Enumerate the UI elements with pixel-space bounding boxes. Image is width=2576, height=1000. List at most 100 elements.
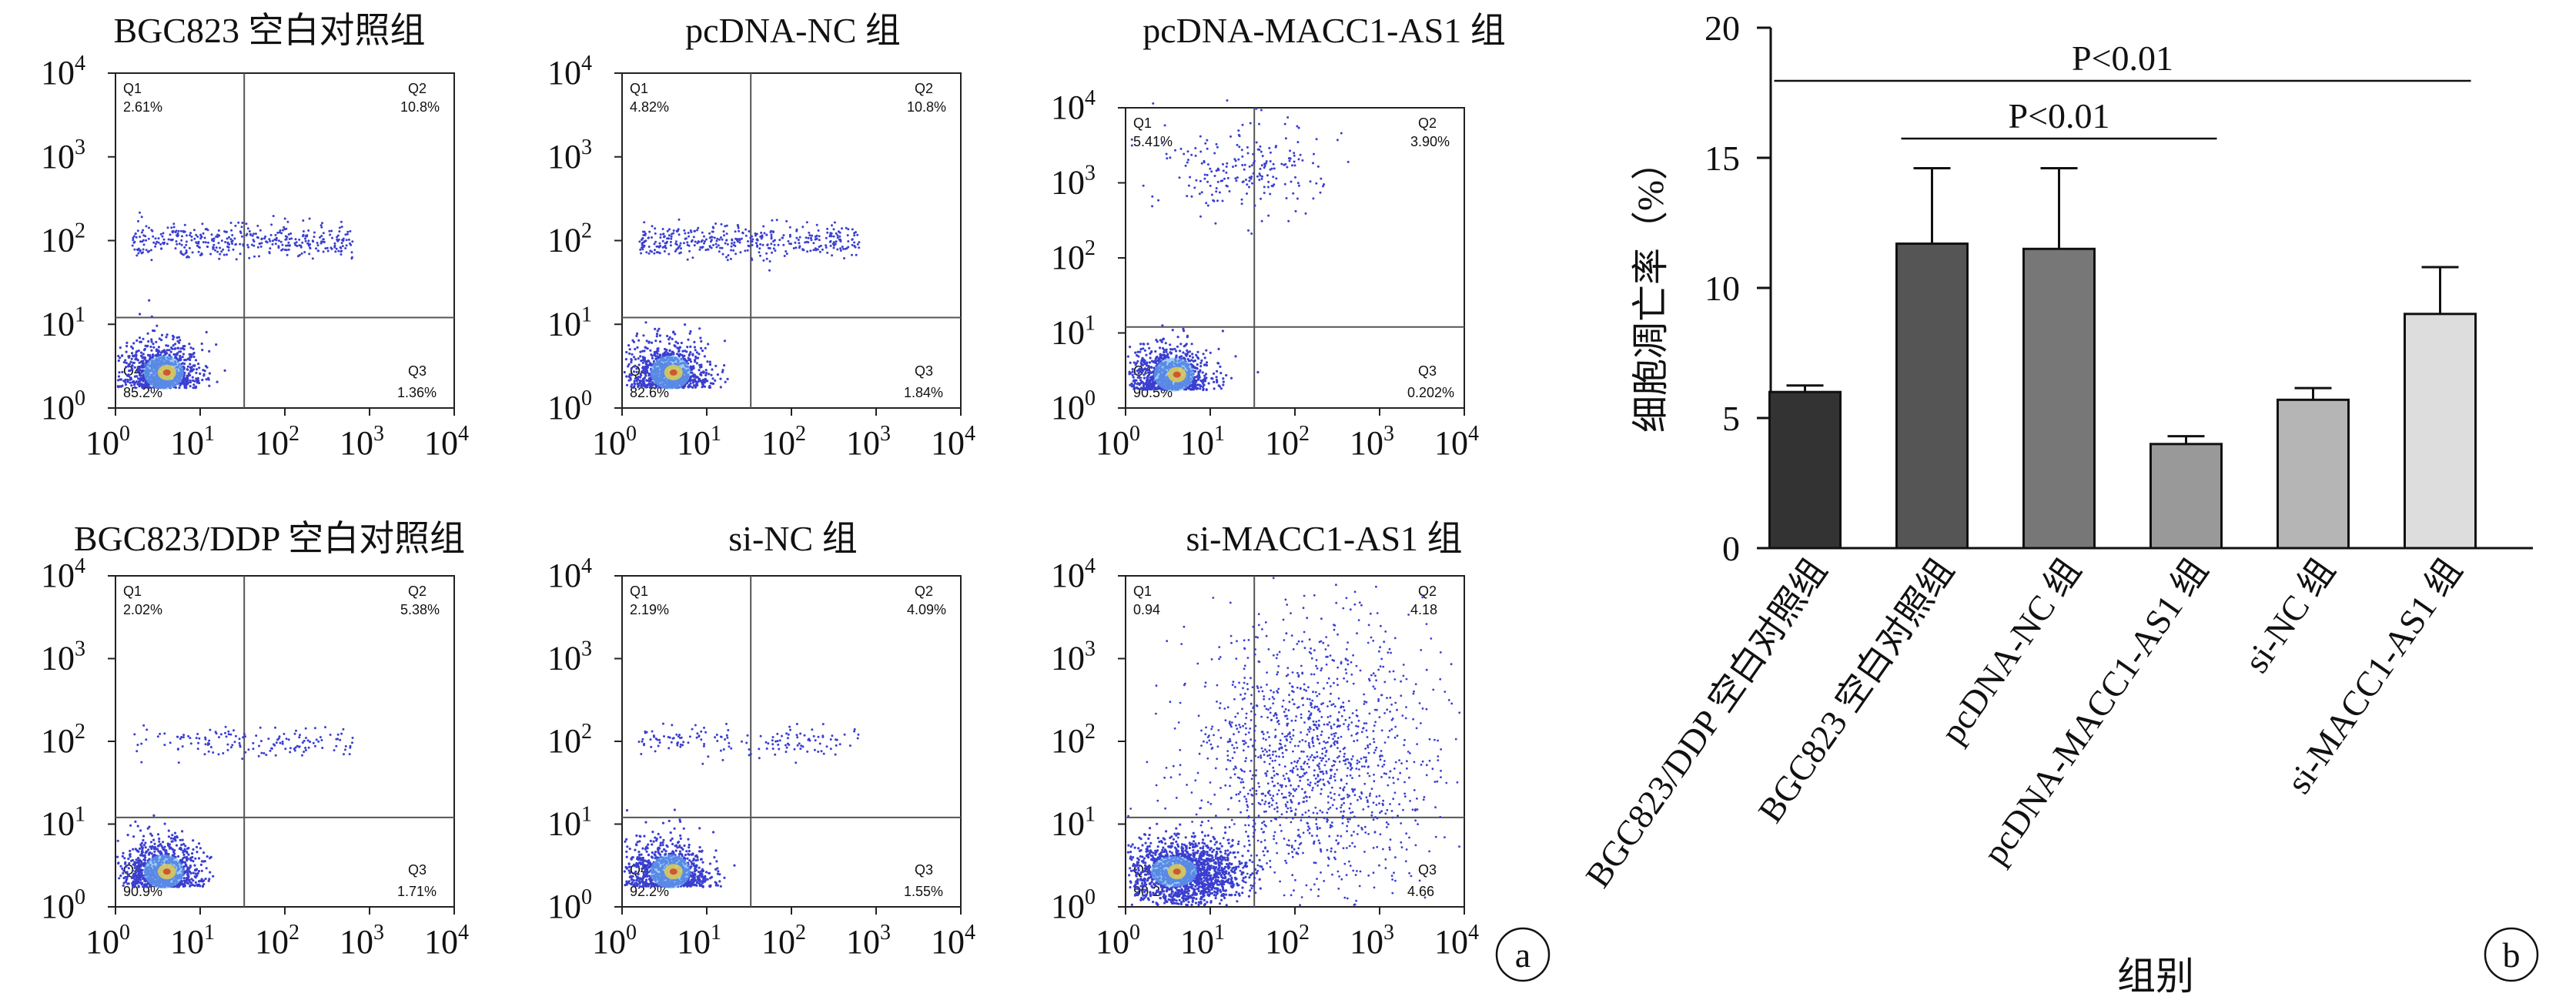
event-dot [809,236,812,239]
event-dot [1203,356,1206,360]
event-dot [712,243,715,246]
event-dot [1156,355,1159,359]
event-dot [129,360,132,363]
event-dot [135,254,139,257]
event-dot [782,234,785,237]
event-dot [243,733,246,735]
event-dot [671,232,673,236]
event-dot [195,737,198,740]
event-dot [331,236,333,239]
y-tick-label: 102 [547,219,592,259]
event-dot [1292,192,1295,195]
event-dot [189,871,192,875]
event-dot [647,252,651,255]
event-dot [711,230,714,233]
event-dot [120,354,124,357]
y-tick-label: 104 [1051,86,1096,126]
event-dot [201,349,204,352]
event-dot [1200,191,1203,194]
event-dot [139,868,142,871]
plot-frame [1125,107,1465,409]
event-dot [1236,143,1239,146]
event-dot [708,360,712,363]
event-dot [186,847,189,850]
event-dot [628,848,631,851]
event-dot [657,245,660,248]
event-dot [125,871,128,875]
event-dot [177,336,181,339]
event-dot [689,329,692,333]
event-dot [656,329,659,333]
event-dot [713,236,716,239]
event-dot [1240,149,1243,152]
event-dot [826,251,829,254]
event-dot [153,842,156,845]
x-tick-label: 103 [1350,422,1394,462]
event-dot [342,237,345,240]
event-dot [206,855,209,858]
event-dot [1193,383,1196,386]
event-dot [1218,191,1221,194]
event-dot [651,236,653,239]
event-dot [741,232,744,235]
event-dot [182,379,185,382]
event-dot [188,246,191,249]
y-tick-label: 103 [41,637,85,677]
event-dot [692,366,695,370]
event-dot [289,751,292,754]
event-dot [1246,183,1249,186]
event-dot [126,373,130,376]
y-tick-label: 101 [1051,312,1096,352]
event-dot [1206,204,1209,207]
event-dot [150,349,153,352]
event-dot [1159,353,1162,356]
event-dot [185,249,188,252]
event-dot [1217,362,1220,365]
event-dot [678,346,681,349]
event-dot [785,219,788,222]
event-dot [688,249,691,253]
event-dot [192,368,196,371]
event-dot [182,853,186,856]
event-dot [1143,349,1146,352]
event-dot [1219,365,1222,368]
x-tick-label: 103 [340,921,384,961]
event-dot [206,245,209,248]
event-dot [782,243,785,246]
y-tick-label: 104 [41,52,85,92]
event-dot [133,366,136,369]
event-dot [196,733,199,735]
event-dot [1178,176,1181,179]
event-dot [1164,342,1167,345]
event-dot [312,741,315,744]
event-dot [239,242,242,246]
event-dot [147,339,150,343]
event-dot [142,380,145,383]
event-dot [805,240,808,243]
event-dot [323,240,326,243]
event-dot [154,242,157,246]
event-dot [1193,378,1196,381]
event-dot [664,350,667,353]
event-dot [173,849,176,852]
q3-value: 0.202% [1407,385,1454,400]
q3-value: 1.55% [904,884,943,899]
event-dot [260,237,263,240]
event-dot [1245,179,1247,181]
event-dot [193,884,196,888]
event-dot [658,252,661,255]
event-dot [138,847,142,850]
event-dot [275,741,278,744]
event-dot [1296,125,1299,128]
event-dot [197,870,200,873]
event-dot [267,737,270,741]
event-dot [150,229,153,232]
event-dot [1269,192,1272,196]
event-dot [197,240,200,243]
event-dot [185,251,188,254]
event-dot [634,383,637,386]
event-dot [296,245,299,247]
event-dot [821,248,824,251]
event-dot [758,251,761,254]
event-dot [180,843,183,847]
